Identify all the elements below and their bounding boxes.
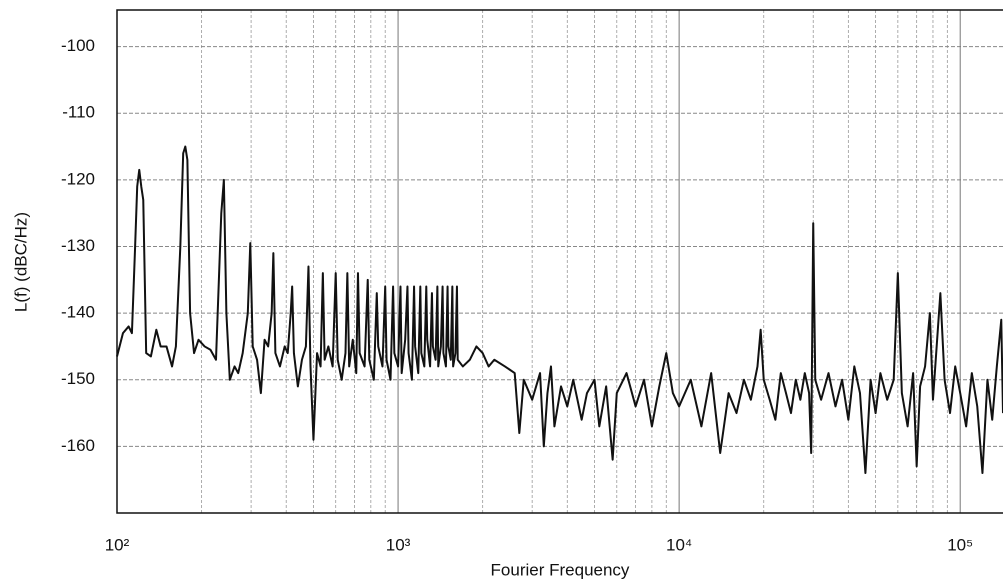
x-axis-label: Fourier Frequency xyxy=(491,560,630,579)
x-tick-label: 10⁵ xyxy=(947,535,973,554)
y-tick-label: -140 xyxy=(61,303,95,322)
x-tick-label: 10³ xyxy=(386,535,411,554)
x-tick-label: 10⁴ xyxy=(666,535,692,554)
y-tick-label: -130 xyxy=(61,236,95,255)
y-axis-label: L(f) (dBC/Hz) xyxy=(11,212,30,312)
y-tick-label: -120 xyxy=(61,169,95,188)
y-tick-label: -160 xyxy=(61,436,95,455)
x-tick-label: 10² xyxy=(105,535,130,554)
y-tick-label: -150 xyxy=(61,369,95,388)
plot-frame xyxy=(116,9,1003,514)
y-tick-label: -110 xyxy=(62,103,95,122)
y-tick-label: -100 xyxy=(61,36,95,55)
data-line xyxy=(116,145,1003,475)
